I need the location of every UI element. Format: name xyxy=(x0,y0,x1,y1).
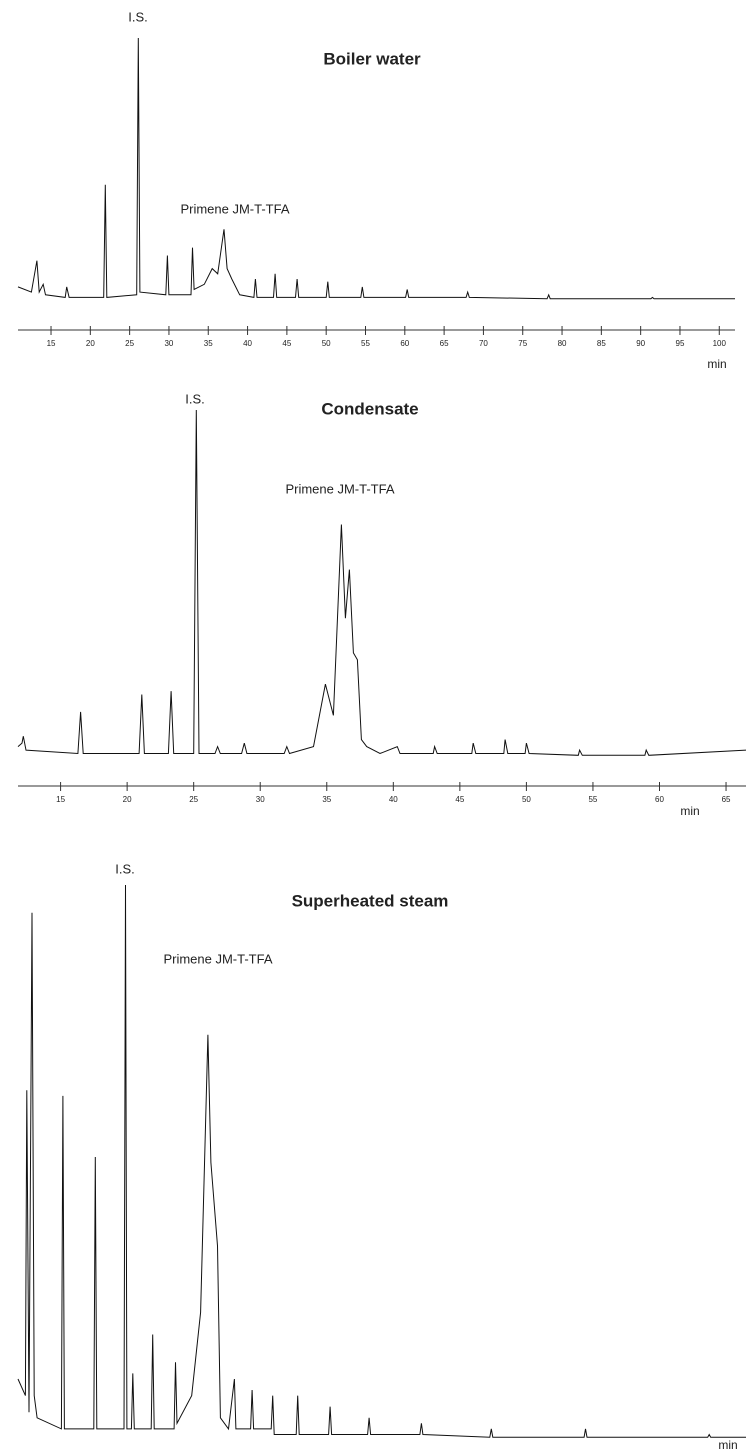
x-tick-label: 60 xyxy=(655,795,664,804)
x-tick-label: 40 xyxy=(389,795,398,804)
trace xyxy=(17,37,735,300)
x-tick-label: 20 xyxy=(123,795,132,804)
x-tick-label: 80 xyxy=(558,339,567,348)
x-tick-label: 50 xyxy=(522,795,531,804)
x-tick-label: 35 xyxy=(322,795,331,804)
x-tick-label: 30 xyxy=(164,339,173,348)
x-tick-label: 65 xyxy=(722,795,731,804)
x-tick-label: 90 xyxy=(636,339,645,348)
x-tick-label: 15 xyxy=(56,795,65,804)
annotation: I.S. xyxy=(185,391,205,406)
trace xyxy=(17,409,746,756)
chart-title: Condensate xyxy=(321,399,418,418)
annotation: Primene JM-T-TFA xyxy=(180,201,289,216)
annotation: I.S. xyxy=(115,861,135,876)
x-tick-label: 100 xyxy=(713,339,727,348)
trace xyxy=(17,884,746,1438)
chart-title: Boiler water xyxy=(323,49,421,68)
x-tick-label: 35 xyxy=(204,339,213,348)
x-tick-label: 25 xyxy=(125,339,134,348)
x-tick-label: 65 xyxy=(440,339,449,348)
x-axis-label: min xyxy=(718,1438,737,1451)
x-tick-label: 95 xyxy=(676,339,685,348)
x-tick-label: 25 xyxy=(189,795,198,804)
x-tick-label: 45 xyxy=(282,339,291,348)
x-tick-label: 55 xyxy=(588,795,597,804)
x-tick-label: 75 xyxy=(518,339,527,348)
x-tick-label: 50 xyxy=(322,339,331,348)
x-tick-label: 30 xyxy=(256,795,265,804)
x-tick-label: 55 xyxy=(361,339,370,348)
x-tick-label: 20 xyxy=(86,339,95,348)
annotation: Primene JM-T-TFA xyxy=(285,481,394,496)
x-tick-label: 60 xyxy=(400,339,409,348)
x-tick-label: 85 xyxy=(597,339,606,348)
x-tick-label: 40 xyxy=(243,339,252,348)
annotation: I.S. xyxy=(128,9,148,24)
annotation: Primene JM-T-TFA xyxy=(163,951,272,966)
x-axis-label: min xyxy=(680,804,699,818)
x-tick-label: 15 xyxy=(47,339,56,348)
x-axis-label: min xyxy=(707,357,726,371)
chart-title: Superheated steam xyxy=(292,891,449,910)
x-tick-label: 45 xyxy=(455,795,464,804)
x-tick-label: 70 xyxy=(479,339,488,348)
